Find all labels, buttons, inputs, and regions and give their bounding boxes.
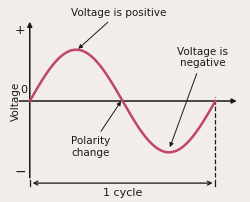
Text: Voltage: Voltage <box>10 81 20 121</box>
Text: +: + <box>15 24 26 37</box>
Text: 1 cycle: 1 cycle <box>103 188 142 198</box>
Text: Polarity
change: Polarity change <box>71 102 120 158</box>
Text: Voltage is
negative: Voltage is negative <box>170 47 228 146</box>
Text: −: − <box>14 165 26 179</box>
Text: Voltage is positive: Voltage is positive <box>71 8 166 48</box>
Text: 0: 0 <box>20 85 27 95</box>
